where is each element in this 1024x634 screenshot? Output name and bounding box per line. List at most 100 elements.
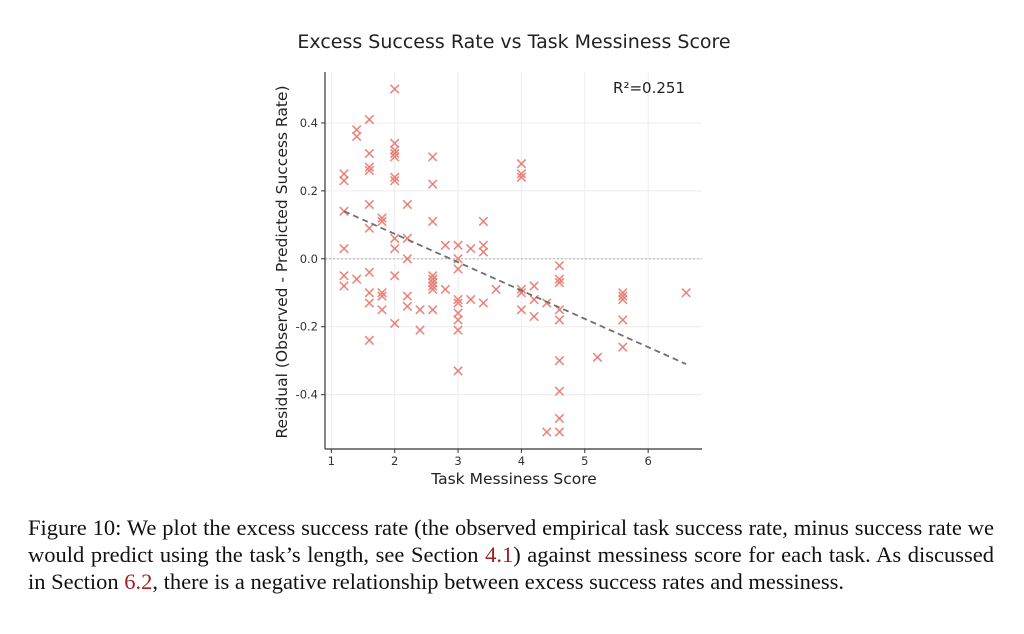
data-point [389, 145, 400, 155]
data-point [402, 291, 413, 301]
data-point [415, 325, 425, 335]
data-point [516, 304, 527, 315]
data-point [427, 304, 438, 315]
data-point [364, 114, 375, 125]
caption-text-2: ) against messiness score for each task.… [28, 542, 994, 594]
x-tick-labels: 1 2 3 4 5 6 [328, 454, 652, 468]
data-point [389, 148, 400, 159]
data-point [465, 294, 476, 305]
data-point [618, 342, 628, 352]
x-tick-label: 3 [454, 454, 461, 468]
y-tick-label: -0.2 [296, 320, 318, 334]
data-point [339, 243, 349, 254]
x-tick-label: 2 [391, 454, 398, 468]
data-point [377, 291, 387, 301]
data-point [529, 311, 539, 322]
data-point [453, 366, 463, 376]
data-point [592, 352, 603, 363]
chart-title: Excess Success Rate vs Task Messiness Sc… [297, 31, 730, 53]
data-point [389, 233, 400, 244]
data-point [516, 169, 527, 179]
data-point [364, 298, 375, 308]
data-point [339, 281, 349, 291]
data-point [364, 267, 375, 278]
data-point [389, 172, 400, 183]
data-point [339, 169, 349, 179]
data-point [351, 131, 362, 142]
data-point [351, 274, 362, 284]
section-ref-4-1[interactable]: 4.1 [485, 542, 514, 567]
data-point [618, 315, 628, 325]
data-point [453, 325, 463, 335]
data-point [516, 284, 527, 295]
data-point [364, 199, 375, 210]
data-point [427, 284, 438, 295]
data-point [389, 271, 400, 281]
data-point [529, 281, 539, 291]
data-point [554, 274, 565, 284]
data-point [402, 301, 413, 312]
x-tick-label: 4 [518, 454, 525, 468]
data-point [453, 264, 463, 274]
x-tick-label: 5 [581, 454, 588, 468]
y-tick-label: 0.0 [300, 252, 318, 266]
data-point [478, 216, 489, 227]
data-point [541, 298, 552, 308]
data-point [618, 288, 628, 298]
data-point [618, 294, 628, 305]
data-point [364, 288, 375, 298]
data-point [478, 240, 489, 250]
y-tick-labels: 0.4 0.2 0.0 -0.2 -0.4 [296, 116, 318, 402]
data-point [554, 315, 565, 325]
data-point [377, 304, 387, 315]
section-ref-6-2[interactable]: 6.2 [124, 569, 153, 594]
data-point [440, 284, 451, 295]
data-point [618, 291, 628, 301]
data-point [453, 308, 463, 318]
data-point [491, 284, 501, 295]
caption-text-1: Figure 10: We plot the excess success ra… [28, 515, 994, 567]
data-point [389, 175, 400, 186]
figure-caption: Figure 10: We plot the excess success ra… [28, 514, 994, 595]
data-point [377, 213, 387, 223]
scatter-chart: 1 2 3 4 5 6 0.4 0.2 0.0 -0.2 -0.4 Excess Success … [273, 31, 731, 488]
y-tick-label: -0.4 [296, 388, 318, 402]
data-point [516, 158, 527, 169]
data-point [681, 288, 691, 298]
data-point [541, 427, 552, 437]
data-point [389, 84, 400, 94]
data-point [339, 175, 349, 186]
data-point [364, 335, 375, 346]
data-point [389, 318, 400, 329]
y-axis-label: Residual (Observed - Predicted Success R… [273, 85, 291, 438]
data-point [364, 148, 375, 159]
data-point [516, 172, 527, 183]
data-points [339, 84, 691, 437]
grid-lines [325, 72, 702, 449]
axes [321, 72, 702, 453]
data-point [364, 162, 375, 172]
data-point [465, 243, 476, 254]
x-axis-label: Task Messiness Score [430, 470, 597, 488]
data-point [427, 281, 438, 291]
data-point [453, 294, 463, 305]
data-point [427, 274, 438, 284]
data-point [427, 271, 438, 281]
x-tick-label: 6 [644, 454, 651, 468]
data-point [364, 223, 375, 233]
data-point [389, 243, 400, 254]
data-point [554, 413, 565, 424]
data-point [554, 277, 565, 288]
data-point [427, 152, 438, 162]
data-point [339, 271, 349, 281]
data-point [554, 386, 565, 397]
data-point [440, 240, 451, 250]
y-tick-label: 0.2 [300, 184, 318, 198]
data-point [427, 277, 438, 288]
y-tick-label: 0.4 [300, 116, 318, 130]
data-point [364, 165, 375, 176]
data-point [377, 288, 387, 298]
data-point [554, 355, 565, 366]
data-point [402, 199, 413, 210]
data-point [415, 304, 425, 315]
